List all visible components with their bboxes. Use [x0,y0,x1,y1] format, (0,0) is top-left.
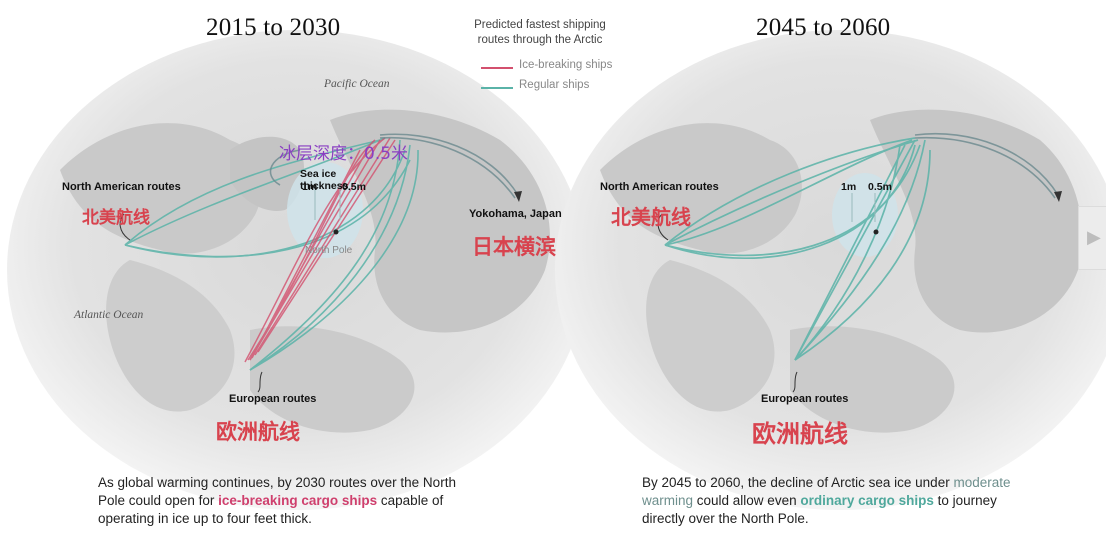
left-caption-text-2: capable of operating in ice up to four f… [98,493,444,526]
right-caption-text-3: to journey directly over the North Pole. [642,493,997,526]
left-eu-routes-cn-label: 欧洲航线 [216,420,300,444]
pacific-ocean-label: Pacific Ocean [324,78,390,90]
right-eu-routes-label: European routes [761,393,849,405]
right-na-routes-label: North American routes [600,181,719,193]
left-caption-highlight: ice-breaking cargo ships [218,493,378,508]
ice-depth-cn-label: 冰层深度：0.5米 [279,144,409,164]
regular-routes-left [124,137,419,371]
regular-swatch [481,87,513,89]
icebreaking-routes-left [244,137,396,363]
north-pole-label: North Pole [305,245,353,256]
next-button[interactable]: ▶ [1078,206,1106,270]
legend-item-ice-breaking: Ice-breaking ships [481,58,615,78]
left-globe [7,30,587,510]
regular-routes-right [664,137,931,361]
yokohama-label: Yokohama, Japan [469,208,562,220]
left-1m-label: 1m [302,181,318,193]
legend-heading-line1: Predicted fastest shipping [474,19,606,31]
left-na-routes-cn-label: 北美航线 [82,208,150,228]
atlantic-ocean-label: Atlantic Ocean [74,309,144,321]
right-caption-text-1: By 2045 to 2060, the decline of Arctic s… [642,475,954,490]
right-caption-text-2: could allow even [693,493,801,508]
legend-heading-line2: routes through the Arctic [477,34,603,46]
right-panel-title: 2045 to 2060 [756,14,891,41]
right-na-routes-cn-label: 北美航线 [611,205,691,229]
yokohama-cn-label: 日本横滨 [472,235,556,259]
left-caption-text-1: As global warming continues, by 2030 rou… [98,475,456,508]
legend-label-regular: Regular ships [519,79,590,91]
left-caption: As global warming continues, by 2030 rou… [98,474,468,528]
right-globe [555,30,1106,510]
right-caption-highlight-1: moderate warming [642,475,1011,508]
left-panel-title: 2015 to 2030 [206,14,341,41]
ice-breaking-swatch [481,67,513,69]
left-eu-routes-label: European routes [229,393,317,405]
right-1m-label: 1m [841,181,857,193]
right-caption: By 2045 to 2060, the decline of Arctic s… [642,474,1012,528]
left-na-routes-label: North American routes [62,181,181,193]
sea-ice-thickness-label: Sea ice thickness [300,168,349,192]
right-05m-label: 0.5m [868,181,892,193]
chevron-right-icon: ▶ [1087,227,1101,247]
legend: Predicted fastest shipping routes throug… [465,18,615,98]
legend-label-ice-breaking: Ice-breaking ships [519,59,613,71]
right-eu-routes-cn-label: 欧洲航线 [752,420,848,448]
legend-item-regular: Regular ships [481,78,615,98]
right-caption-highlight-2: ordinary cargo ships [800,493,934,508]
left-05m-label: 0.5m [342,181,366,193]
